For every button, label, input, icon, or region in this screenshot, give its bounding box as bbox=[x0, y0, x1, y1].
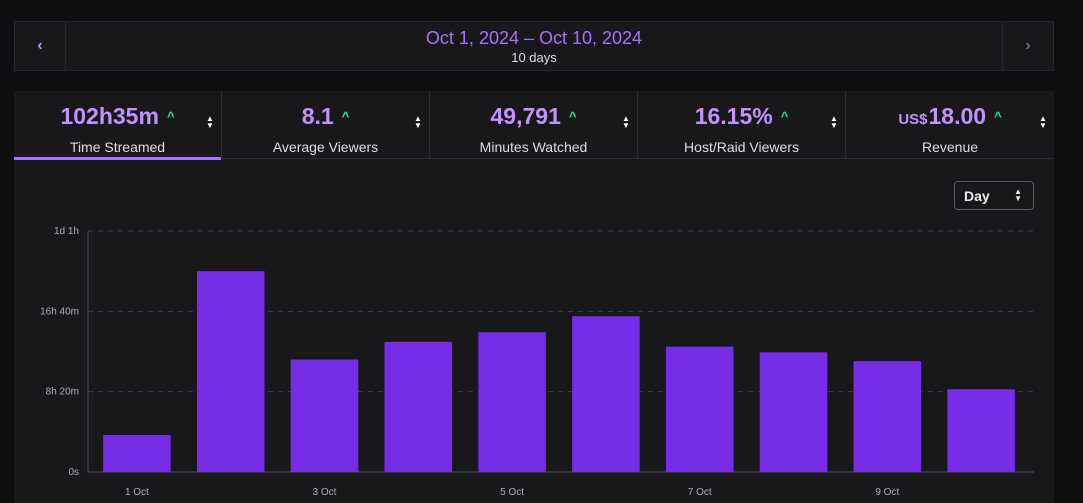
metric-value: 8.1 ^ bbox=[301, 103, 350, 129]
metric-tab-revenue[interactable]: US$ 18.00 ^ Revenue ▲ ▼ bbox=[846, 91, 1054, 159]
trend-up-icon: ^ bbox=[341, 109, 350, 124]
x-tick-label: 5 Oct bbox=[500, 487, 524, 498]
bar-7-oct bbox=[665, 346, 734, 472]
bar-1-oct bbox=[103, 435, 171, 472]
metric-tab-average-viewers[interactable]: 8.1 ^ Average Viewers ▲ ▼ bbox=[222, 91, 430, 159]
metric-tabs: 102h35m ^ Time Streamed ▲ ▼ 8.1 ^ Average… bbox=[14, 91, 1054, 160]
metric-value: US$ 18.00 ^ bbox=[898, 103, 1001, 133]
sort-icon[interactable]: ▲ ▼ bbox=[206, 114, 214, 130]
sort-icon[interactable]: ▲ ▼ bbox=[1039, 114, 1047, 130]
metric-tab-minutes-watched[interactable]: 49,791 ^ Minutes Watched ▲ ▼ bbox=[430, 91, 638, 159]
metric-label: Minutes Watched bbox=[479, 139, 588, 155]
y-tick-label: 8h 20m bbox=[46, 387, 79, 398]
metric-tab-time-streamed[interactable]: 102h35m ^ Time Streamed ▲ ▼ bbox=[14, 91, 222, 160]
metric-value: 16.15% ^ bbox=[694, 103, 789, 129]
metric-tab-host-raid-viewers[interactable]: 16.15% ^ Host/Raid Viewers ▲ ▼ bbox=[638, 91, 846, 159]
currency-prefix: US$ bbox=[898, 111, 928, 128]
date-range-display[interactable]: Oct 1, 2024 – Oct 10, 2024 10 days bbox=[66, 22, 1002, 70]
trend-up-icon: ^ bbox=[780, 109, 789, 124]
bar-2-oct bbox=[196, 271, 265, 472]
time-streamed-chart: 0s 8h 20m 16h 40m 1d 1h 1 Oct 3 Oct 5 Oct 7 Oct… bbox=[40, 226, 1034, 498]
metric-label: Host/Raid Viewers bbox=[684, 139, 799, 155]
metric-label: Revenue bbox=[921, 139, 979, 155]
bar-3-oct bbox=[290, 359, 359, 472]
bar-4-oct bbox=[384, 341, 453, 472]
date-range-text: Oct 1, 2024 – Oct 10, 2024 bbox=[425, 27, 643, 48]
bar-5-oct bbox=[478, 332, 546, 472]
next-period-button[interactable]: › bbox=[1002, 22, 1053, 70]
bar-6-oct bbox=[572, 316, 640, 472]
x-tick-label: 3 Oct bbox=[313, 487, 337, 498]
x-tick-label: 9 Oct bbox=[875, 487, 899, 498]
metric-value: 49,791 ^ bbox=[490, 103, 577, 129]
y-tick-label: 16h 40m bbox=[40, 306, 79, 317]
sort-icon[interactable]: ▲ ▼ bbox=[414, 114, 422, 130]
granularity-value: Day bbox=[964, 187, 990, 204]
metric-label: Average Viewers bbox=[272, 139, 379, 155]
granularity-select[interactable]: Day ▲ ▼ bbox=[954, 181, 1034, 210]
bar-9-oct bbox=[853, 361, 922, 472]
date-range-bar: ‹ Oct 1, 2024 – Oct 10, 2024 10 days › bbox=[14, 21, 1054, 71]
date-range-duration: 10 days bbox=[511, 49, 557, 65]
chevron-left-icon: ‹ bbox=[37, 37, 43, 54]
bar-10-oct bbox=[947, 389, 1015, 472]
trend-up-icon: ^ bbox=[568, 109, 577, 124]
chevron-right-icon: › bbox=[1025, 37, 1031, 54]
y-tick-label: 0s bbox=[68, 467, 79, 478]
x-tick-label: 1 Oct bbox=[125, 487, 149, 498]
sort-icon[interactable]: ▲ ▼ bbox=[830, 114, 838, 130]
y-tick-label: 1d 1h bbox=[54, 226, 79, 237]
bar-8-oct bbox=[759, 352, 828, 472]
metric-value: 102h35m ^ bbox=[60, 103, 175, 129]
trend-up-icon: ^ bbox=[994, 109, 1002, 124]
previous-period-button[interactable]: ‹ bbox=[15, 22, 66, 70]
trend-up-icon: ^ bbox=[166, 109, 175, 124]
x-tick-label: 7 Oct bbox=[688, 487, 712, 498]
select-chevron-icon: ▲ ▼ bbox=[1014, 187, 1022, 203]
metric-label: Time Streamed bbox=[69, 139, 166, 155]
sort-icon[interactable]: ▲ ▼ bbox=[622, 114, 630, 130]
stats-panel: 102h35m ^ Time Streamed ▲ ▼ 8.1 ^ Average… bbox=[14, 91, 1054, 503]
